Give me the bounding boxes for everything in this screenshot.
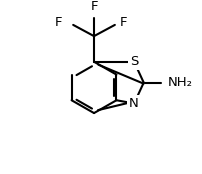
Text: N: N [129, 97, 139, 110]
Text: F: F [55, 16, 62, 29]
Text: S: S [130, 55, 138, 68]
Text: F: F [90, 0, 98, 13]
Text: NH₂: NH₂ [168, 76, 193, 89]
Text: F: F [120, 16, 127, 29]
